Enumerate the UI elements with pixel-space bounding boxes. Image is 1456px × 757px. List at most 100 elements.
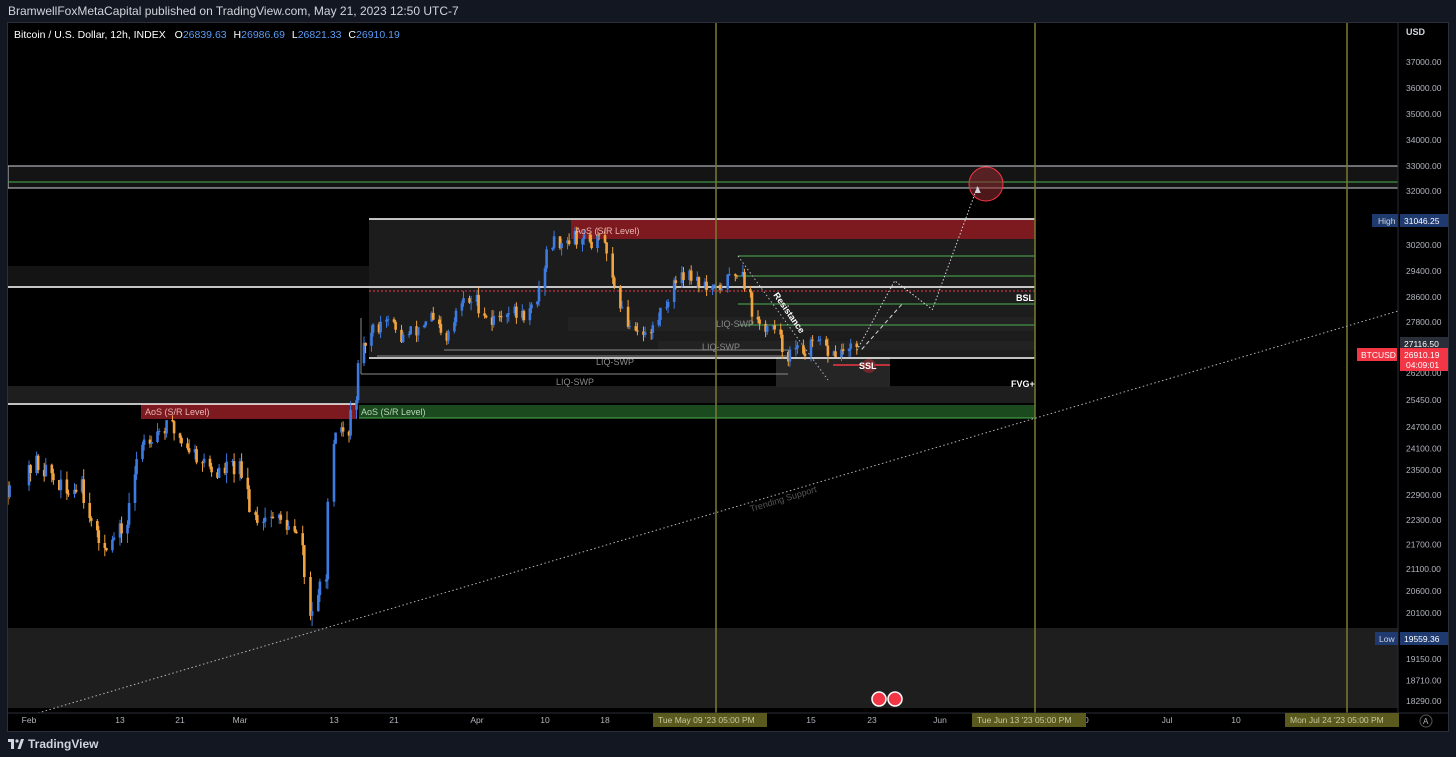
candle [705, 281, 708, 291]
candle [27, 465, 31, 486]
aos-right-label: AoS (S/R Level) [361, 407, 426, 417]
candle [749, 289, 752, 293]
us-flag-event-icon[interactable] [871, 691, 887, 707]
candle [560, 243, 563, 249]
price-tick-label: 22300.00 [1406, 515, 1442, 525]
symbol-tag: BTCUSD [1361, 350, 1396, 360]
candle [575, 230, 578, 245]
time-marker-label: Tue Jun 13 '23 05:00 PM [977, 715, 1071, 725]
auto-scale-button-bg[interactable] [1419, 714, 1433, 728]
projection-path [856, 185, 979, 351]
candle [232, 461, 236, 475]
candle [581, 239, 584, 245]
time-tick-label: Feb [22, 715, 37, 725]
candle [371, 324, 375, 333]
candle [764, 323, 767, 332]
tradingview-brand[interactable]: TradingView [8, 737, 98, 751]
candle [42, 470, 46, 477]
legend-o-label: O [175, 29, 183, 41]
trend-lines-layer [37, 255, 1399, 714]
price-tick-label: 35000.00 [1406, 109, 1442, 119]
candle [356, 363, 360, 401]
price-tick-label: 20100.00 [1406, 608, 1442, 618]
chart-pane[interactable]: AoS (S/R Level) AoS (S/R Level) AoS (S/R… [7, 22, 1449, 732]
candle [720, 288, 723, 290]
time-marker-bg [653, 713, 767, 727]
liq-swp-label-4: LIQ-SWP [556, 377, 594, 387]
candle [567, 240, 571, 244]
us-flag-event-icon[interactable] [887, 691, 903, 707]
candle [163, 431, 167, 434]
level-tag-value: 27116.50 [1404, 339, 1439, 349]
time-axis[interactable]: Feb1321Mar1321Apr1018May1523Jun1220Jul10… [8, 712, 1449, 732]
low-tag-value: 19559.36 [1404, 634, 1440, 644]
candle [796, 345, 799, 348]
price-axis[interactable]: USD 37000.00 36000.00 35000.00 34000.00 3300… [1357, 23, 1449, 732]
candle [355, 400, 358, 410]
candle [477, 294, 480, 314]
aos-left-zone[interactable] [141, 404, 357, 419]
projection-layer [856, 185, 981, 351]
candle [826, 345, 830, 356]
events-layer[interactable] [871, 691, 903, 707]
liq-swp-label-2: LIQ-SWP [702, 342, 740, 352]
aos-top-zone[interactable] [571, 220, 1035, 239]
target-circle[interactable] [968, 166, 1004, 202]
candle [626, 306, 630, 327]
candle [157, 431, 161, 432]
candle [484, 315, 488, 318]
candle [262, 521, 265, 523]
candle [613, 277, 616, 287]
top-zone [8, 165, 1399, 189]
consolidation-box [369, 219, 1035, 357]
candle [303, 545, 306, 577]
candle [756, 316, 760, 320]
candle [573, 230, 577, 244]
candle [530, 304, 533, 309]
candle [781, 334, 784, 352]
candle [438, 319, 441, 324]
price-axis-currency: USD [1406, 27, 1426, 37]
time-marker-label: Mon Jul 24 '23 05:00 PM [1290, 715, 1384, 725]
candle [803, 353, 807, 357]
candle [515, 306, 518, 318]
auto-scale-button[interactable]: A [1423, 717, 1429, 726]
aos-right-zone[interactable] [359, 405, 1035, 418]
candle [422, 325, 426, 328]
price-tick-label: 34000.00 [1406, 135, 1442, 145]
candle [65, 479, 69, 494]
price-tick-label: 24700.00 [1406, 422, 1442, 432]
price-tick-label: 25450.00 [1406, 395, 1442, 405]
ssl-circle[interactable] [862, 359, 876, 373]
bsl-label: BSL [1016, 293, 1035, 303]
candle [445, 332, 449, 341]
candle [841, 349, 845, 351]
legend-h-value: 26986.69 [241, 29, 285, 41]
candle [301, 533, 304, 546]
candle [818, 339, 822, 341]
candle [58, 480, 61, 491]
time-tick-label: Jul [1162, 715, 1173, 725]
candle [105, 548, 108, 551]
candle [447, 331, 450, 341]
candle [765, 326, 769, 332]
candle [597, 234, 601, 236]
legend-l-label: L [292, 29, 298, 41]
candle [349, 409, 352, 436]
chart-svg[interactable]: AoS (S/R Level) AoS (S/R Level) AoS (S/R… [8, 23, 1449, 732]
candle [195, 449, 198, 463]
fvg-zone[interactable] [8, 386, 1035, 403]
candle [498, 315, 501, 317]
time-tick-label: 10 [540, 715, 550, 725]
legend-line: Bitcoin / U.S. Dollar, 12h, INDEX O26839… [14, 29, 400, 41]
liq-zone-1 [8, 266, 369, 288]
candle [126, 524, 129, 534]
candle [156, 431, 159, 442]
time-tick-label: 10 [1231, 715, 1241, 725]
candle [216, 472, 219, 478]
price-tick-label: 22900.00 [1406, 490, 1442, 500]
candle [454, 310, 458, 323]
candle [696, 277, 699, 281]
candle [649, 332, 653, 334]
legend-l-value: 26821.33 [298, 29, 342, 41]
